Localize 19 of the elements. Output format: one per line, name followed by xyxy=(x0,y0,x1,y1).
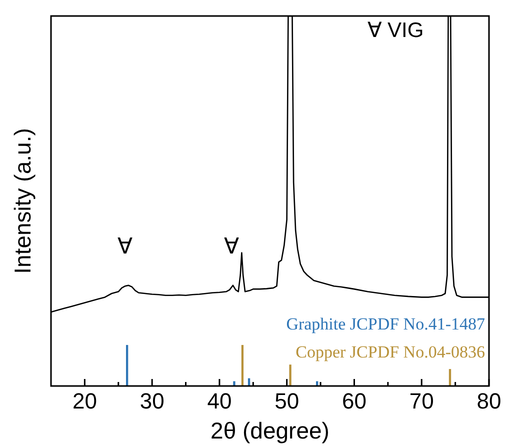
x-axis-title: 2θ (degree) xyxy=(210,418,330,444)
x-tick-label: 20 xyxy=(72,388,97,414)
x-tick-label: 80 xyxy=(476,388,502,414)
annotation: ∀ xyxy=(118,233,133,258)
x-tick-label: 50 xyxy=(274,388,300,414)
bar xyxy=(233,381,236,386)
y-axis-title: Intensity (a.u.) xyxy=(9,128,36,274)
annotation: ∀ VIG xyxy=(368,19,424,42)
annotation: ∀ xyxy=(224,233,240,258)
series-label: Copper JCPDF No.04-0836 xyxy=(296,342,485,362)
bar xyxy=(241,344,244,386)
text: Graphite JCPDF No.41-1487 xyxy=(286,314,486,334)
x-tick-label: 70 xyxy=(409,388,434,414)
bar xyxy=(448,369,452,386)
x-tick-label: 60 xyxy=(342,388,366,414)
x-tick-label: 30 xyxy=(140,388,164,414)
bar xyxy=(126,344,128,386)
x-tick-label: 40 xyxy=(207,388,232,414)
bar xyxy=(289,364,292,386)
